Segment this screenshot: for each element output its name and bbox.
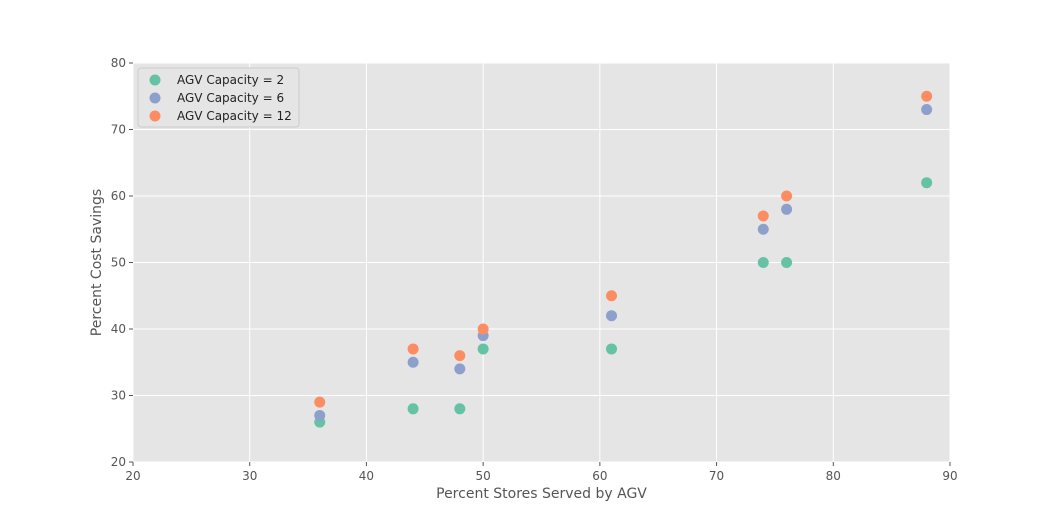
legend-entry-label: AGV Capacity = 6 (177, 91, 284, 105)
data-point-series-1 (606, 343, 618, 355)
data-point-series-1 (781, 257, 793, 268)
x-tick-label: 70 (709, 469, 724, 483)
y-tick-label: 50 (111, 256, 126, 270)
legend-entry-label: AGV Capacity = 12 (177, 109, 292, 123)
data-point-series-1 (757, 257, 769, 268)
data-point-series-2 (606, 310, 618, 322)
data-point-series-3 (477, 323, 489, 335)
x-tick-label: 50 (476, 469, 491, 483)
x-tick-label: 20 (125, 469, 140, 483)
legend-entry-label: AGV Capacity = 2 (177, 73, 284, 87)
data-point-series-3 (757, 210, 769, 222)
x-tick-label: 80 (826, 469, 841, 483)
x-tick-label: 40 (359, 469, 374, 483)
data-point-series-3 (921, 90, 933, 102)
y-axis-label: Percent Cost Savings (89, 189, 105, 336)
data-point-series-1 (921, 177, 933, 189)
data-points (314, 90, 933, 428)
data-point-series-1 (477, 343, 489, 355)
data-point-series-3 (606, 290, 618, 302)
data-point-series-3 (314, 396, 326, 408)
legend-marker (149, 110, 161, 122)
data-point-series-3 (454, 350, 466, 362)
x-tick-label: 90 (942, 469, 957, 483)
data-point-series-2 (407, 356, 419, 368)
data-point-series-2 (921, 104, 933, 116)
data-point-series-2 (314, 409, 326, 421)
data-point-series-2 (757, 223, 769, 235)
x-tick-label: 30 (242, 469, 257, 483)
y-tick-label: 60 (111, 189, 126, 203)
legend-marker (149, 92, 161, 104)
data-point-series-1 (407, 403, 419, 415)
data-point-series-2 (781, 203, 793, 215)
y-tick-label: 40 (111, 322, 126, 336)
data-point-series-3 (407, 343, 419, 355)
data-point-series-1 (454, 403, 466, 415)
axis-ticks: 20 30 40 50 60 70 80 90 20 30 40 50 60 70 80 (111, 56, 958, 483)
legend-marker (149, 74, 161, 86)
y-tick-label: 80 (111, 56, 126, 70)
data-point-series-2 (454, 363, 466, 375)
legend-box (137, 67, 300, 128)
y-tick-label: 70 (111, 123, 126, 137)
data-point-series-3 (781, 190, 793, 202)
x-axis-label: Percent Stores Served by AGV (436, 486, 647, 502)
y-tick-label: 20 (111, 455, 126, 469)
legend: AGV Capacity = 2 AGV Capacity = 6 AGV Capa… (137, 67, 300, 128)
y-tick-label: 30 (111, 389, 126, 403)
x-tick-label: 60 (592, 469, 607, 483)
grid-lines (132, 62, 951, 463)
